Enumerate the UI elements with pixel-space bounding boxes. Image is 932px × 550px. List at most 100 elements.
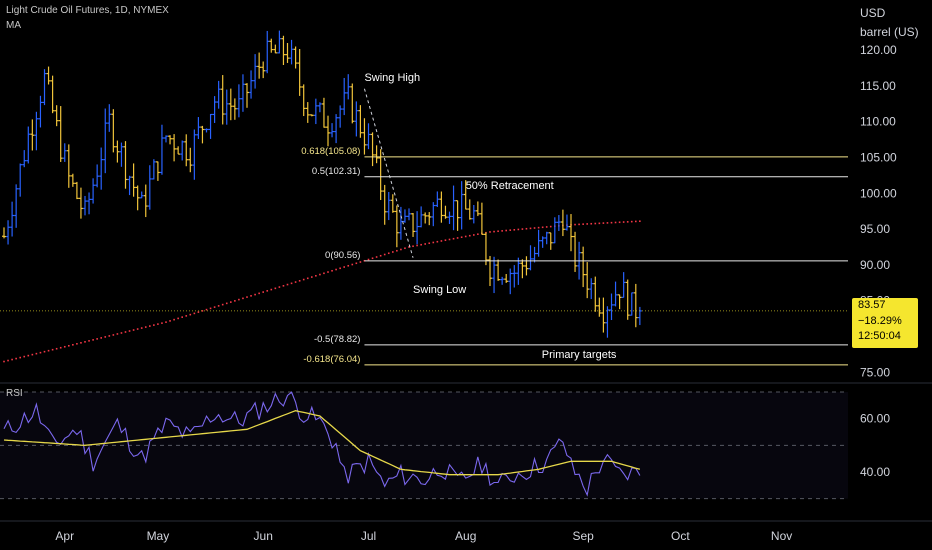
currency-label: USD — [860, 6, 886, 20]
y-tick-label: 105.00 — [860, 150, 897, 164]
ohlc-bar — [402, 209, 407, 223]
ma-point — [250, 295, 252, 297]
ohlc-bar — [301, 84, 306, 117]
ohlc-bar — [540, 236, 545, 248]
ohlc-bar — [334, 114, 339, 144]
ohlc-bar — [249, 70, 254, 99]
ohlc-bar — [475, 201, 480, 217]
ohlc-bar — [415, 211, 420, 245]
ma-point — [602, 222, 605, 224]
fib-level-label: 0.618(105.08) — [301, 146, 360, 157]
ma-point — [347, 264, 350, 267]
ohlc-bar — [273, 44, 278, 54]
rsi-panel: 60.00 40.00 — [0, 391, 890, 500]
ohlc-bar — [172, 134, 177, 162]
ma-point — [509, 229, 512, 231]
ma-point — [574, 223, 576, 226]
x-tick-label: Jul — [361, 529, 376, 543]
ma-point — [153, 324, 155, 326]
ma-point — [460, 236, 463, 239]
ma-point — [639, 220, 641, 223]
ma-point — [165, 321, 167, 323]
ma-point — [351, 263, 354, 266]
ma-point — [598, 222, 601, 225]
ohlc-bar — [467, 199, 472, 220]
ohlc-bar — [560, 209, 565, 237]
ohlc-bar — [508, 268, 513, 295]
ohlc-bar — [439, 191, 444, 223]
ma-point — [545, 226, 548, 228]
ma-point — [181, 316, 183, 318]
ma-point — [630, 220, 633, 223]
ma-point — [68, 344, 70, 347]
ma-point — [161, 322, 163, 324]
ohlc-bar — [147, 165, 152, 210]
ohlc-bar — [593, 276, 598, 312]
ohlc-bar — [180, 140, 185, 161]
y-tick-label: 75.00 — [860, 365, 890, 379]
ohlc-bar — [216, 80, 221, 109]
ohlc-bar — [346, 74, 351, 100]
ohlc-bar — [127, 175, 132, 196]
ohlc-bar — [261, 61, 266, 79]
ohlc-bar — [285, 42, 290, 63]
ohlc-bar — [159, 124, 164, 175]
ma-point — [594, 222, 597, 225]
ma-point — [290, 282, 293, 285]
x-tick-label: Nov — [771, 529, 792, 543]
y-tick-label: 115.00 — [860, 79, 896, 93]
x-tick-label: May — [147, 529, 170, 543]
ma-point — [136, 328, 139, 330]
ohlc-bar — [504, 273, 509, 283]
ma-point — [505, 229, 507, 232]
ohlc-bar — [87, 192, 92, 215]
ohlc-bar — [253, 54, 258, 89]
chart-title: Light Crude Oil Futures, 1D, NYMEX — [6, 5, 169, 16]
ma-point — [51, 348, 54, 351]
ohlc-bar — [342, 77, 347, 116]
ma-point — [76, 343, 78, 345]
ma-point — [444, 239, 447, 242]
ohlc-bar — [200, 125, 205, 144]
swing-connector — [363, 88, 414, 258]
ohlc-bar — [321, 97, 326, 128]
ma-point — [23, 355, 26, 358]
chart-annotation: Swing Low — [413, 284, 466, 296]
ohlc-bar — [451, 185, 456, 231]
ohlc-bar — [115, 140, 120, 163]
rsi-ma-line — [3, 410, 641, 476]
chart-annotation: 50% Retracement — [466, 180, 554, 192]
ma-point — [201, 310, 204, 312]
ma-point — [112, 334, 115, 336]
ma-point — [359, 261, 362, 263]
ma-point — [262, 291, 264, 293]
ohlc-bar — [240, 74, 245, 112]
ma-point — [400, 248, 402, 251]
ma-point — [189, 313, 192, 316]
ma-point — [294, 281, 297, 283]
ma-point — [306, 277, 309, 280]
ohlc-bar — [131, 163, 136, 197]
ma-point — [497, 230, 499, 233]
rsi-label[interactable]: RSI — [6, 388, 23, 399]
ohlc-bar — [435, 191, 440, 207]
ohlc-bar — [151, 159, 156, 180]
ohlc-bar — [313, 98, 318, 125]
ma-point — [35, 352, 38, 355]
ma-point — [473, 234, 475, 236]
ma-point — [92, 339, 94, 341]
ma-point — [379, 254, 382, 257]
ma-point — [55, 347, 58, 350]
ohlc-bar — [107, 104, 112, 132]
ma-indicator-label[interactable]: MA — [6, 20, 21, 31]
ohlc-bar — [70, 173, 75, 187]
ohlc-bar — [419, 206, 424, 228]
ohlc-bar — [374, 145, 379, 164]
ohlc-bar — [42, 69, 47, 106]
ma-point — [230, 301, 232, 303]
ma-point — [246, 296, 248, 298]
ma-point — [124, 331, 127, 333]
price-panel: 120.00 115.00 110.00 105.00 100.00 95.00 90.00… — [0, 30, 932, 522]
ma-point — [149, 325, 151, 327]
